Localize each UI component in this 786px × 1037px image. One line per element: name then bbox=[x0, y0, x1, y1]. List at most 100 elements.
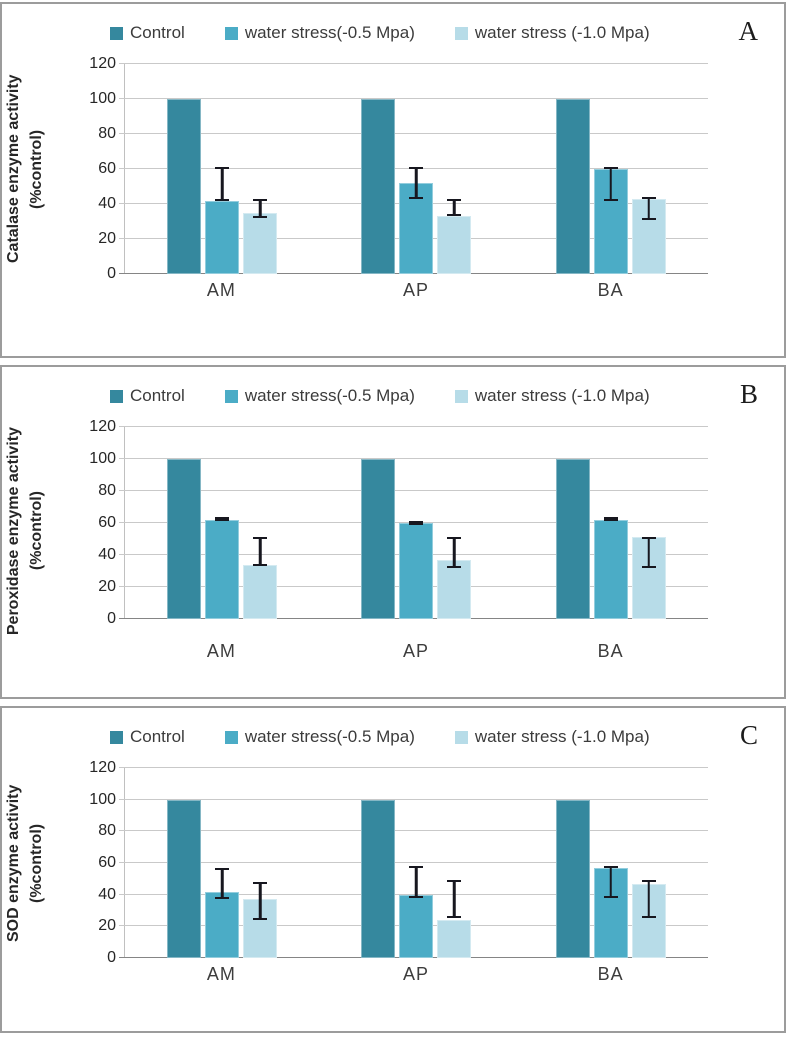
legend-swatch-icon bbox=[454, 26, 468, 40]
legend-item-2: water stress (-1.0 Mpa) bbox=[454, 386, 650, 406]
bar-slot bbox=[243, 427, 278, 619]
bar-group-am bbox=[125, 768, 319, 958]
bar-slot bbox=[205, 768, 240, 958]
x-category-label-am: AM bbox=[206, 641, 236, 662]
gridline bbox=[119, 63, 708, 64]
legend-label: water stress (-1.0 Mpa) bbox=[474, 23, 650, 42]
gridline bbox=[119, 458, 708, 459]
legend-items: Control water stress(-0.5 Mpa) water stres… bbox=[110, 23, 650, 43]
bar-am-series-1 bbox=[205, 519, 240, 619]
y-tick-label: 120 bbox=[89, 759, 116, 776]
y-tick-label: 40 bbox=[98, 195, 116, 212]
error-bar bbox=[253, 198, 268, 218]
x-axis-category-labels: AM AP BA bbox=[124, 280, 708, 301]
error-bar bbox=[253, 537, 268, 567]
gridline bbox=[119, 426, 708, 427]
bar-groups bbox=[125, 64, 708, 274]
bar-slot bbox=[399, 427, 434, 619]
legend-swatch-icon bbox=[110, 26, 123, 40]
error-bar bbox=[447, 537, 462, 568]
x-axis-category-labels: AM AP BA bbox=[124, 641, 708, 662]
y-tick-label: 0 bbox=[107, 610, 116, 627]
legend-swatch-icon bbox=[454, 389, 468, 403]
y-tick-label: 0 bbox=[107, 265, 116, 282]
bar-am-series-2 bbox=[243, 564, 278, 619]
error-bar bbox=[603, 167, 618, 201]
legend: Control water stress(-0.5 Mpa) water stres… bbox=[110, 722, 784, 752]
legend-swatch-icon bbox=[224, 730, 238, 744]
bar-group-am bbox=[125, 64, 319, 274]
panel-letter-a: A bbox=[738, 16, 759, 46]
y-tick-label: 20 bbox=[98, 230, 116, 247]
chart-area: Peroxidase enzyme activity (%control) 0 2… bbox=[2, 418, 784, 635]
panel-c-sod-chart: Control water stress(-0.5 Mpa) water stres… bbox=[0, 706, 786, 1033]
bar-slot bbox=[205, 64, 240, 274]
x-category-label-ap: AP bbox=[403, 964, 430, 984]
error-bar bbox=[215, 517, 230, 522]
x-category-label-ba: BA bbox=[597, 280, 624, 300]
bar-am-series-0 bbox=[167, 799, 202, 958]
legend-label: water stress(-0.5 Mpa) bbox=[244, 386, 415, 405]
bar-ap-series-2 bbox=[437, 920, 472, 958]
error-bar bbox=[215, 167, 230, 201]
y-tick-label: 80 bbox=[98, 822, 116, 840]
error-bar bbox=[409, 520, 424, 525]
y-tick-label: 60 bbox=[98, 514, 116, 531]
bar-slot bbox=[631, 768, 666, 958]
bar-group-am bbox=[125, 427, 319, 619]
legend-label: Control bbox=[130, 386, 185, 405]
y-tick-label: 100 bbox=[89, 790, 116, 808]
legend-swatch-icon bbox=[110, 730, 123, 744]
gridline bbox=[119, 830, 708, 832]
legend-swatch-icon bbox=[110, 389, 123, 403]
bar-slot bbox=[593, 768, 628, 958]
gridline bbox=[119, 98, 708, 99]
legend-item-2: water stress (-1.0 Mpa) bbox=[454, 23, 650, 43]
error-bar bbox=[215, 867, 230, 900]
bar-slot bbox=[437, 427, 472, 619]
bar-slot bbox=[555, 768, 590, 958]
bar-slot bbox=[631, 427, 666, 619]
y-tick-label: 40 bbox=[98, 546, 116, 563]
bar-ap-series-0 bbox=[361, 799, 396, 958]
y-tick-label: 40 bbox=[98, 885, 116, 903]
error-bar bbox=[641, 197, 656, 220]
y-tick-label: 0 bbox=[107, 949, 116, 966]
error-bar bbox=[447, 198, 462, 217]
bar-ba-series-0 bbox=[555, 459, 590, 619]
legend-item-2: water stress (-1.0 Mpa) bbox=[454, 727, 650, 747]
bar-ap-series-2 bbox=[437, 559, 472, 619]
error-bar bbox=[409, 167, 424, 199]
bar-group-ap bbox=[319, 768, 513, 958]
legend-item-0: Control bbox=[110, 727, 185, 747]
legend-item-1: water stress(-0.5 Mpa) bbox=[224, 727, 415, 747]
bar-ba-series-1 bbox=[593, 519, 628, 619]
y-tick-label: 20 bbox=[98, 917, 116, 935]
bar-ap-series-1 bbox=[399, 523, 434, 619]
y-tick-label: 120 bbox=[89, 418, 116, 435]
plot-area bbox=[119, 767, 708, 958]
legend-item-0: Control bbox=[110, 386, 185, 406]
legend-label: water stress (-1.0 Mpa) bbox=[474, 386, 650, 405]
y-tick-label: 100 bbox=[89, 90, 116, 107]
bar-group-ba bbox=[514, 427, 708, 619]
bar-slot bbox=[167, 427, 202, 619]
gridline bbox=[119, 798, 708, 800]
bar-slot bbox=[243, 768, 278, 958]
y-tick-label: 80 bbox=[98, 125, 116, 142]
legend: Control water stress(-0.5 Mpa) water stres… bbox=[110, 381, 784, 411]
bar-ap-series-0 bbox=[361, 459, 396, 619]
bar-ba-series-0 bbox=[555, 99, 590, 274]
x-category-label-ba: BA bbox=[597, 964, 624, 984]
legend-swatch-icon bbox=[224, 389, 238, 403]
bar-groups bbox=[125, 768, 708, 958]
bar-ap-series-0 bbox=[361, 99, 396, 274]
bar-slot bbox=[361, 64, 396, 274]
plot-area bbox=[119, 426, 708, 619]
x-axis-category-labels: AM AP BA bbox=[124, 964, 708, 985]
y-tick-label: 80 bbox=[98, 482, 116, 499]
chart-area: Catalase enzyme activity (%control) 0 20 4… bbox=[2, 55, 784, 282]
panel-a-catalase-chart: Control water stress(-0.5 Mpa) water stres… bbox=[0, 2, 786, 358]
bar-slot bbox=[399, 64, 434, 274]
bar-slot bbox=[437, 768, 472, 958]
